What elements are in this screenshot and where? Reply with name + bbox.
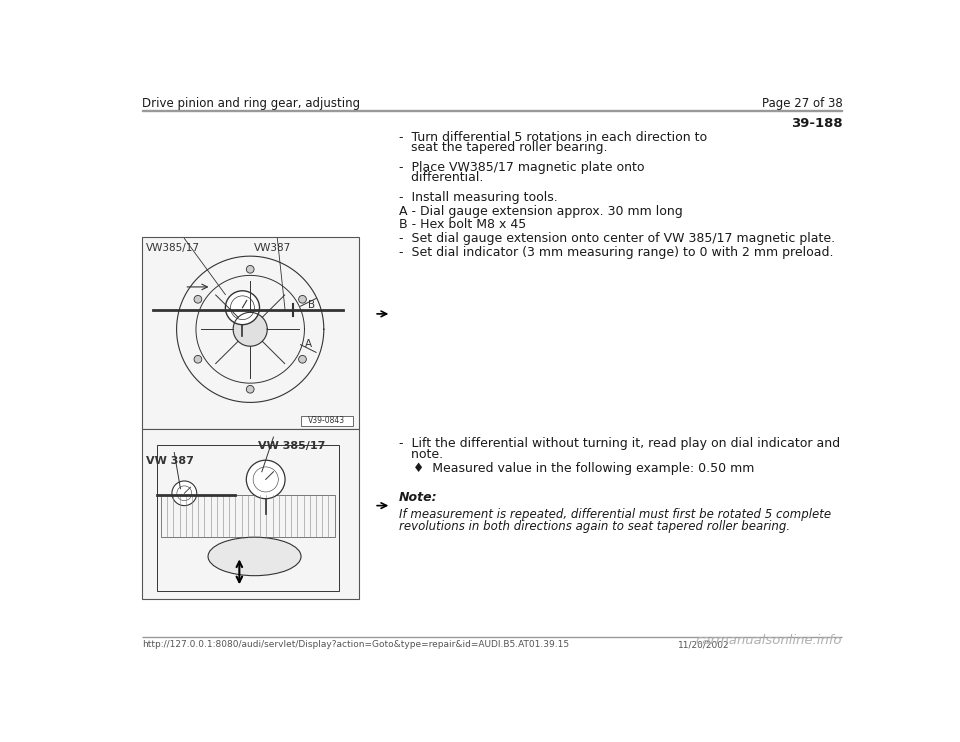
Text: -  Install measuring tools.: - Install measuring tools. [399,191,558,204]
Bar [142,237,359,430]
Text: differential.: differential. [399,171,484,185]
Bar [142,430,359,599]
Text: B: B [308,300,316,310]
Text: VW 385/17: VW 385/17 [258,441,325,451]
Text: revolutions in both directions again to seat tapered roller bearing.: revolutions in both directions again to … [399,520,790,533]
Circle shape [172,481,197,505]
Text: http://127.0.0.1:8080/audi/servlet/Display?action=Goto&type=repair&id=AUDI.B5.AT: http://127.0.0.1:8080/audi/servlet/Displ… [142,640,569,649]
Text: VW387: VW387 [254,243,291,253]
Bar [300,416,353,425]
Text: Drive pinion and ring gear, adjusting: Drive pinion and ring gear, adjusting [142,96,360,110]
Circle shape [247,460,285,499]
Circle shape [247,385,254,393]
Circle shape [247,266,254,273]
Bar [161,495,335,537]
Text: A - Dial gauge extension approx. 30 mm long: A - Dial gauge extension approx. 30 mm l… [399,205,683,217]
Circle shape [226,291,259,325]
Text: A: A [304,338,312,349]
Text: V39-0843: V39-0843 [307,416,345,425]
Bar [157,444,339,591]
Text: Note:: Note: [399,491,438,504]
Text: 11/20/2002: 11/20/2002 [678,640,730,649]
Circle shape [194,355,202,363]
Text: VW 387: VW 387 [146,456,194,466]
Polygon shape [233,312,267,347]
Circle shape [299,295,306,303]
Ellipse shape [208,537,301,576]
Text: -  Set dial gauge extension onto center of VW 385/17 magnetic plate.: - Set dial gauge extension onto center o… [399,232,835,246]
Text: If measurement is repeated, differential must first be rotated 5 complete: If measurement is repeated, differential… [399,508,831,521]
Text: -  Lift the differential without turning it, read play on dial indicator and: - Lift the differential without turning … [399,437,840,450]
Text: B - Hex bolt M8 x 45: B - Hex bolt M8 x 45 [399,218,526,232]
Text: 39-188: 39-188 [791,116,842,130]
Text: -  Place VW385/17 magnetic plate onto: - Place VW385/17 magnetic plate onto [399,162,644,174]
Text: VW385/17: VW385/17 [146,243,200,253]
Circle shape [299,355,306,363]
Text: seat the tapered roller bearing.: seat the tapered roller bearing. [399,141,608,154]
Circle shape [194,295,202,303]
Text: -  Set dial indicator (3 mm measuring range) to 0 with 2 mm preload.: - Set dial indicator (3 mm measuring ran… [399,246,833,259]
Text: ♦  Measured value in the following example: 0.50 mm: ♦ Measured value in the following exampl… [413,462,755,475]
Text: note.: note. [399,448,444,461]
Text: Page 27 of 38: Page 27 of 38 [761,96,842,110]
Text: carmanualsonline.info: carmanualsonline.info [696,634,842,646]
Text: -  Turn differential 5 rotations in each direction to: - Turn differential 5 rotations in each … [399,131,708,144]
Bar [142,110,842,111]
